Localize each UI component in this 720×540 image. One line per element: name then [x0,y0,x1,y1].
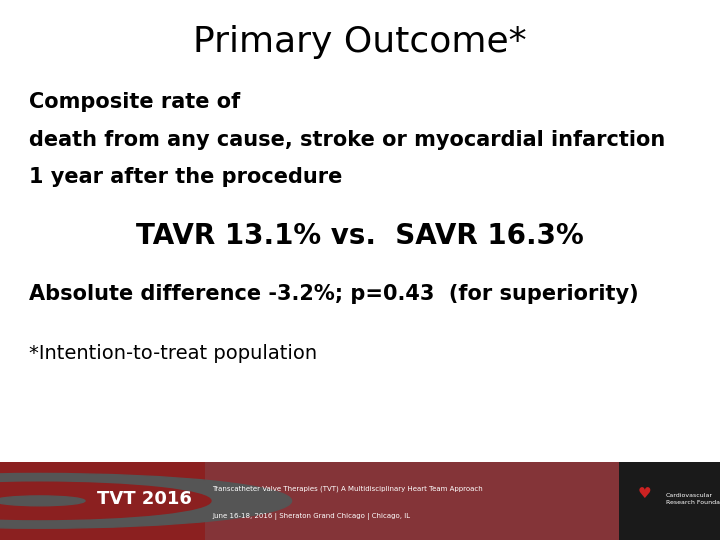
Text: Transcatheter Valve Therapies (TVT) A Multidisciplinary Heart Team Approach: Transcatheter Valve Therapies (TVT) A Mu… [212,486,483,492]
Text: ♥: ♥ [638,485,651,501]
Circle shape [0,474,292,528]
Bar [0,462,205,540]
Circle shape [0,482,211,519]
Text: 1 year after the procedure: 1 year after the procedure [29,167,342,187]
Text: *Intention-to-treat population: *Intention-to-treat population [29,344,317,363]
Text: Absolute difference -3.2%; p=0.43  (for superiority): Absolute difference -3.2%; p=0.43 (for s… [29,284,639,304]
Text: Cardiovascular
Research Foundation: Cardiovascular Research Foundation [666,493,720,505]
Text: Primary Outcome*: Primary Outcome* [193,25,527,59]
Text: June 16-18, 2016 | Sheraton Grand Chicago | Chicago, IL: June 16-18, 2016 | Sheraton Grand Chicag… [212,513,410,520]
Text: TVT 2016: TVT 2016 [97,490,192,508]
Text: TAVR 13.1% vs.  SAVR 16.3%: TAVR 13.1% vs. SAVR 16.3% [136,221,584,249]
Text: Composite rate of: Composite rate of [29,92,240,112]
Text: death from any cause, stroke or myocardial infarction: death from any cause, stroke or myocardi… [29,130,665,150]
Bar [619,462,720,540]
Bar [205,462,619,540]
Circle shape [0,496,85,506]
